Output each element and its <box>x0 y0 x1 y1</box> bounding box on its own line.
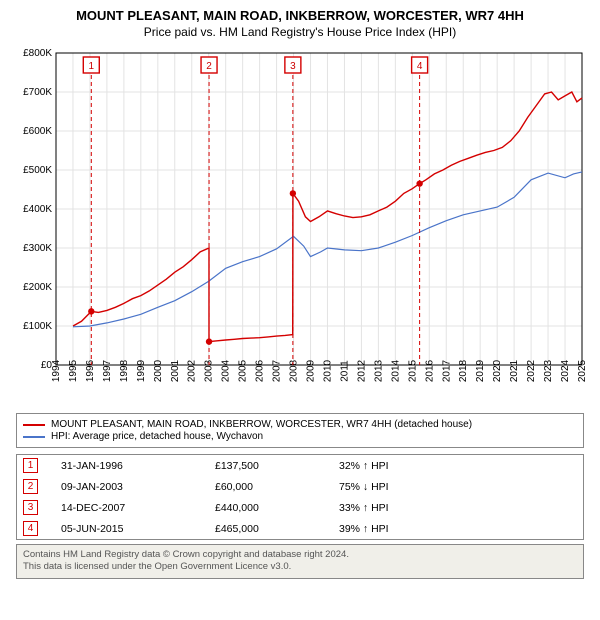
chart: £0£100K£200K£300K£400K£500K£600K£700K£80… <box>10 45 590 405</box>
sale-badge: 1 <box>23 458 38 473</box>
svg-text:2019: 2019 <box>475 359 486 382</box>
svg-text:1999: 1999 <box>136 359 147 382</box>
sale-marker-dot-2 <box>206 338 212 344</box>
sales-table: 1 31-JAN-1996 £137,500 32% ↑ HPI 2 09-JAN-200… <box>16 454 584 540</box>
sale-marker-dot-3 <box>290 190 296 196</box>
svg-text:2010: 2010 <box>322 359 333 382</box>
legend-row: HPI: Average price, detached house, Wych… <box>23 431 577 442</box>
svg-text:1998: 1998 <box>119 359 130 382</box>
chart-container: MOUNT PLEASANT, MAIN ROAD, INKBERROW, WO… <box>0 0 600 589</box>
svg-text:£700K: £700K <box>23 87 52 98</box>
sale-marker-num-4: 4 <box>417 61 423 72</box>
svg-text:2009: 2009 <box>306 359 317 382</box>
svg-text:2024: 2024 <box>560 359 571 382</box>
legend-swatch <box>23 436 45 438</box>
svg-text:2023: 2023 <box>543 359 554 382</box>
svg-text:£500K: £500K <box>23 165 52 176</box>
sale-row: 4 05-JUN-2015 £465,000 39% ↑ HPI <box>17 518 583 539</box>
sale-date: 14-DEC-2007 <box>61 502 211 514</box>
title-line1: MOUNT PLEASANT, MAIN ROAD, INKBERROW, WO… <box>10 8 590 23</box>
svg-text:2017: 2017 <box>441 359 452 382</box>
sale-delta: 75% ↓ HPI <box>339 481 577 493</box>
titles: MOUNT PLEASANT, MAIN ROAD, INKBERROW, WO… <box>10 8 590 39</box>
svg-text:2006: 2006 <box>255 359 266 382</box>
sale-date: 05-JUN-2015 <box>61 523 211 535</box>
svg-text:£200K: £200K <box>23 282 52 293</box>
sale-row: 1 31-JAN-1996 £137,500 32% ↑ HPI <box>17 455 583 476</box>
svg-text:2018: 2018 <box>458 359 469 382</box>
sale-marker-dot-1 <box>88 308 94 314</box>
legend-swatch <box>23 424 45 426</box>
sale-price: £137,500 <box>215 460 335 472</box>
footer-line2: This data is licensed under the Open Gov… <box>23 561 577 573</box>
sale-badge: 2 <box>23 479 38 494</box>
svg-text:2004: 2004 <box>221 359 232 382</box>
svg-text:2013: 2013 <box>373 359 384 382</box>
svg-text:1995: 1995 <box>68 359 79 382</box>
sale-delta: 39% ↑ HPI <box>339 523 577 535</box>
sale-marker-num-2: 2 <box>206 61 212 72</box>
svg-text:2016: 2016 <box>424 359 435 382</box>
footer-line1: Contains HM Land Registry data © Crown c… <box>23 549 577 561</box>
svg-text:2005: 2005 <box>238 359 249 382</box>
title-line2: Price paid vs. HM Land Registry's House … <box>10 25 590 39</box>
svg-text:2008: 2008 <box>289 359 300 382</box>
svg-text:1996: 1996 <box>85 359 96 382</box>
sale-badge: 3 <box>23 500 38 515</box>
sale-marker-num-3: 3 <box>290 61 296 72</box>
legend-label: MOUNT PLEASANT, MAIN ROAD, INKBERROW, WO… <box>51 419 472 430</box>
sale-price: £440,000 <box>215 502 335 514</box>
sale-marker-num-1: 1 <box>89 61 95 72</box>
svg-text:2000: 2000 <box>153 359 164 382</box>
sale-row: 2 09-JAN-2003 £60,000 75% ↓ HPI <box>17 476 583 497</box>
svg-text:2011: 2011 <box>339 360 350 382</box>
chart-svg: £0£100K£200K£300K£400K£500K£600K£700K£80… <box>10 45 590 405</box>
sale-price: £465,000 <box>215 523 335 535</box>
svg-text:2021: 2021 <box>509 359 520 382</box>
svg-text:£400K: £400K <box>23 204 52 215</box>
svg-text:1997: 1997 <box>102 359 113 382</box>
sale-row: 3 14-DEC-2007 £440,000 33% ↑ HPI <box>17 497 583 518</box>
svg-text:2002: 2002 <box>187 359 198 382</box>
sale-delta: 33% ↑ HPI <box>339 502 577 514</box>
svg-text:2022: 2022 <box>526 359 537 382</box>
svg-text:2007: 2007 <box>272 359 283 382</box>
svg-text:£800K: £800K <box>23 48 52 59</box>
svg-text:£300K: £300K <box>23 243 52 254</box>
sale-price: £60,000 <box>215 481 335 493</box>
sale-date: 31-JAN-1996 <box>61 460 211 472</box>
svg-text:£600K: £600K <box>23 126 52 137</box>
sale-marker-dot-4 <box>416 180 422 186</box>
legend-label: HPI: Average price, detached house, Wych… <box>51 431 263 442</box>
sale-date: 09-JAN-2003 <box>61 481 211 493</box>
svg-text:£100K: £100K <box>23 321 52 332</box>
sale-badge: 4 <box>23 521 38 536</box>
sale-delta: 32% ↑ HPI <box>339 460 577 472</box>
legend-row: MOUNT PLEASANT, MAIN ROAD, INKBERROW, WO… <box>23 419 577 430</box>
svg-text:2012: 2012 <box>356 359 367 382</box>
svg-text:2001: 2001 <box>170 359 181 382</box>
footer: Contains HM Land Registry data © Crown c… <box>16 544 584 579</box>
legend: MOUNT PLEASANT, MAIN ROAD, INKBERROW, WO… <box>16 413 584 448</box>
svg-text:2014: 2014 <box>390 359 401 382</box>
svg-text:2020: 2020 <box>492 359 503 382</box>
svg-text:2015: 2015 <box>407 359 418 382</box>
